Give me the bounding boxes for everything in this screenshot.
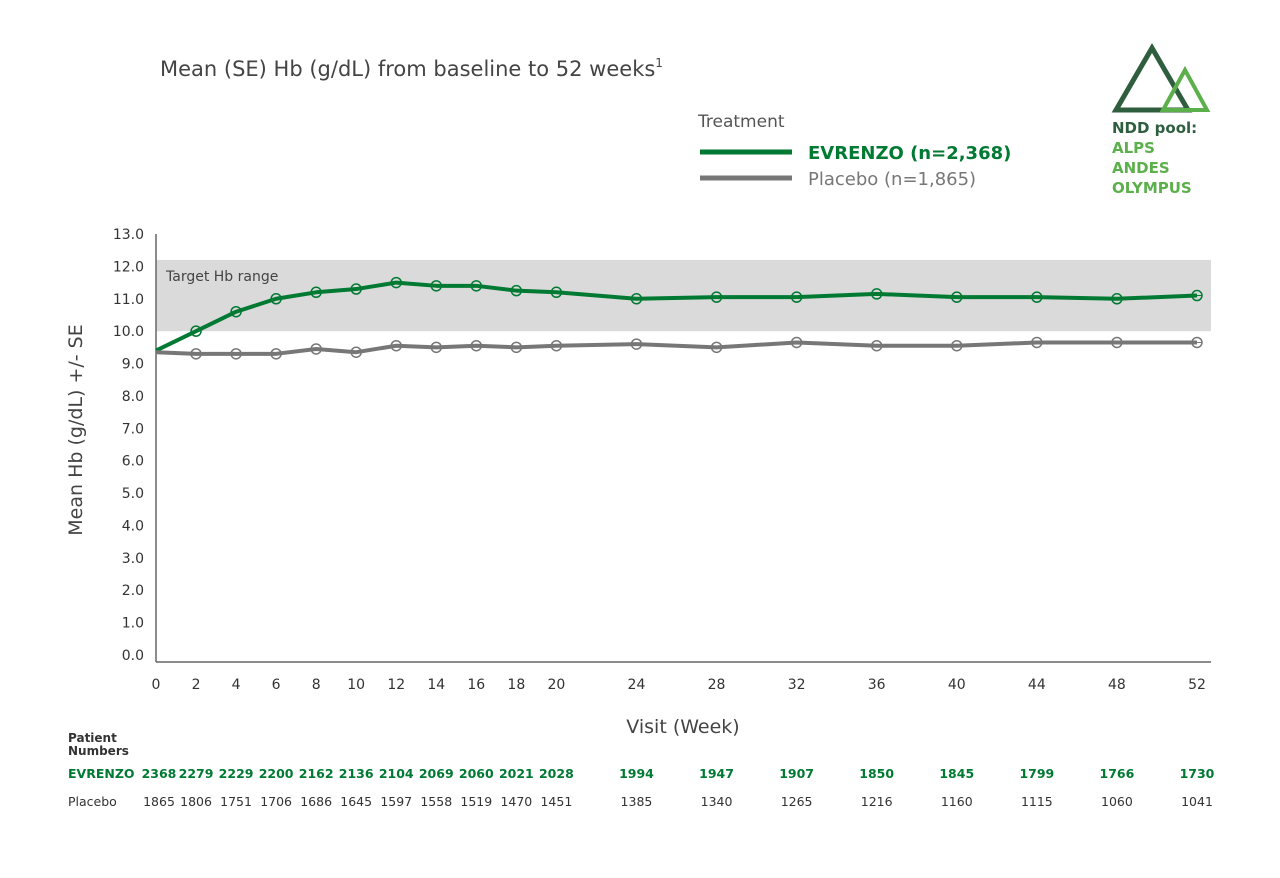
y-tick-label: 1.0 xyxy=(122,616,144,632)
y-tick-label: 12.0 xyxy=(113,259,144,275)
legend-label: EVRENZO (n=2,368) xyxy=(808,143,1011,164)
patient-number-cell: 2229 xyxy=(219,766,254,781)
patient-number-cell: 1806 xyxy=(180,794,212,809)
patient-number-cell: 1947 xyxy=(699,766,734,781)
x-tick-label: 24 xyxy=(628,677,646,693)
x-tick-label: 20 xyxy=(547,677,565,693)
y-tick-label: 7.0 xyxy=(122,421,144,437)
patient-number-cell: 2162 xyxy=(299,766,334,781)
y-tick-label: 11.0 xyxy=(113,292,144,308)
logo-text-alps: ALPS xyxy=(1112,139,1155,157)
x-tick-label: 28 xyxy=(708,677,726,693)
x-tick-label: 8 xyxy=(312,677,321,693)
patient-number-cell: 1216 xyxy=(861,794,893,809)
logo-light-triangle-icon xyxy=(1159,65,1211,112)
patient-number-cell: 1865 xyxy=(143,794,175,809)
legend-title: Treatment xyxy=(697,112,785,132)
x-tick-label: 40 xyxy=(948,677,966,693)
y-tick-label: 0.0 xyxy=(122,648,144,664)
patient-number-cell: 1730 xyxy=(1180,766,1215,781)
x-tick-label: 6 xyxy=(272,677,281,693)
patient-number-cell: 2136 xyxy=(339,766,374,781)
patient-number-cell: 2028 xyxy=(539,766,574,781)
patient-number-cell: 1845 xyxy=(939,766,974,781)
x-tick-label: 32 xyxy=(788,677,806,693)
patient-number-cell: 1686 xyxy=(300,794,332,809)
x-tick-label: 48 xyxy=(1108,677,1126,693)
logo: NDD pool: ALPS ANDES OLYMPUS xyxy=(1111,43,1211,197)
x-tick-label: 36 xyxy=(868,677,886,693)
patient-number-cell: 1115 xyxy=(1021,794,1053,809)
legend-label: Placebo (n=1,865) xyxy=(808,169,976,190)
logo-dark-triangle-icon xyxy=(1111,43,1193,113)
patient-numbers-header: Patient Numbers xyxy=(68,731,129,758)
x-tick-label: 10 xyxy=(347,677,365,693)
y-tick-label: 2.0 xyxy=(122,583,144,599)
x-tick-label: 0 xyxy=(152,677,161,693)
patient-row-label: EVRENZO xyxy=(68,766,135,781)
patient-number-cell: 2279 xyxy=(179,766,214,781)
y-tick-label: 6.0 xyxy=(122,454,144,470)
x-tick-label: 18 xyxy=(507,677,525,693)
patient-number-cell: 1994 xyxy=(619,766,654,781)
y-tick-label: 8.0 xyxy=(122,389,144,405)
patient-number-cell: 1470 xyxy=(500,794,532,809)
x-tick-label: 4 xyxy=(232,677,241,693)
patient-number-cell: 1519 xyxy=(460,794,492,809)
patient-number-cell: 1907 xyxy=(779,766,814,781)
patient-number-cell: 2200 xyxy=(259,766,294,781)
patient-number-cell: 2104 xyxy=(379,766,414,781)
patient-number-cell: 2021 xyxy=(499,766,534,781)
logo-text-andes: ANDES xyxy=(1112,159,1170,177)
y-tick-label: 5.0 xyxy=(122,486,144,502)
patient-number-cell: 1850 xyxy=(859,766,894,781)
y-tick-label: 3.0 xyxy=(122,551,144,567)
patient-number-cell: 1160 xyxy=(941,794,973,809)
logo-text-olympus: OLYMPUS xyxy=(1112,179,1192,197)
patient-number-cell: 1706 xyxy=(260,794,292,809)
y-axis-label: Mean Hb (g/dL) +/- SE xyxy=(65,324,87,535)
patient-number-cell: 2069 xyxy=(419,766,454,781)
y-tick-label: 9.0 xyxy=(122,357,144,373)
y-tick-label: 4.0 xyxy=(122,518,144,534)
patient-number-cell: 1558 xyxy=(420,794,452,809)
x-axis-label: Visit (Week) xyxy=(626,716,739,738)
patient-number-cell: 1340 xyxy=(701,794,733,809)
patient-row-label: Placebo xyxy=(68,794,117,809)
x-tick-label: 14 xyxy=(427,677,445,693)
patient-number-cell: 1041 xyxy=(1181,794,1213,809)
target-band-label: Target Hb range xyxy=(165,269,278,285)
chart-title: Mean (SE) Hb (g/dL) from baseline to 52 … xyxy=(160,56,663,81)
patient-number-cell: 1799 xyxy=(1019,766,1054,781)
x-tick-label: 16 xyxy=(467,677,485,693)
patient-number-cell: 2368 xyxy=(142,766,177,781)
x-tick-label: 12 xyxy=(387,677,405,693)
patient-number-cell: 1751 xyxy=(220,794,252,809)
logo-text-ndd: NDD pool: xyxy=(1112,119,1197,137)
x-tick-label: 52 xyxy=(1188,677,1206,693)
patient-number-cell: 1265 xyxy=(781,794,813,809)
y-tick-label: 10.0 xyxy=(113,324,144,340)
patient-number-cell: 1451 xyxy=(540,794,572,809)
y-tick-label: 13.0 xyxy=(113,227,144,243)
patient-number-cell: 1060 xyxy=(1101,794,1133,809)
patient-number-cell: 1766 xyxy=(1100,766,1135,781)
x-tick-label: 44 xyxy=(1028,677,1046,693)
patient-number-cell: 1385 xyxy=(621,794,653,809)
patient-number-cell: 1645 xyxy=(340,794,372,809)
x-tick-label: 2 xyxy=(192,677,201,693)
patient-number-cell: 2060 xyxy=(459,766,494,781)
patient-number-cell: 1597 xyxy=(380,794,412,809)
